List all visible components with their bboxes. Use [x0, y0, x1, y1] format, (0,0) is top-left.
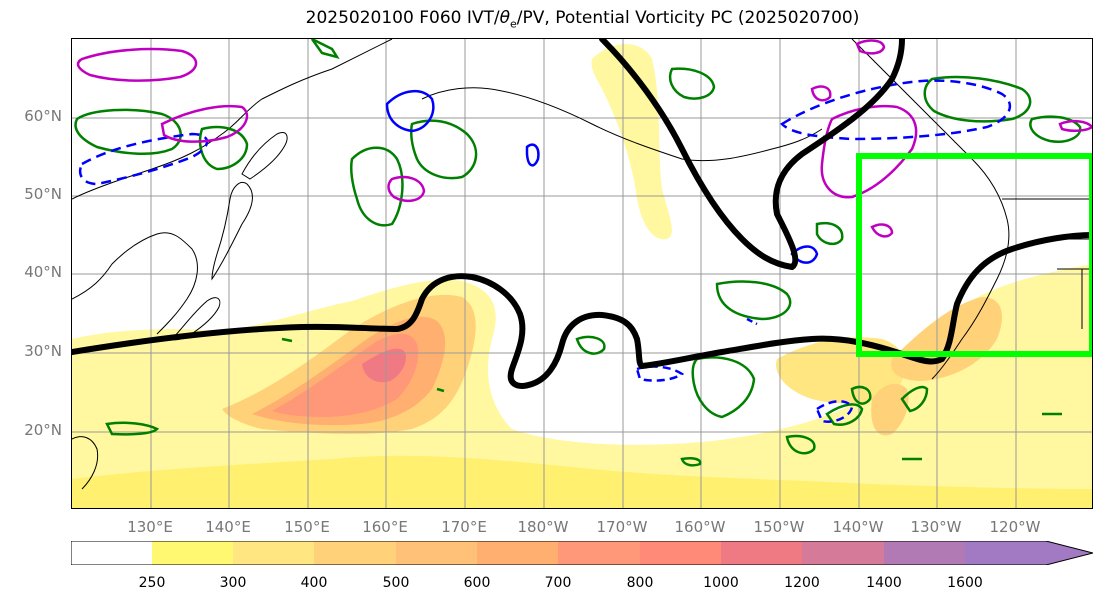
colorbar-bin-2 [233, 541, 314, 565]
colorbar-bin-3 [314, 541, 396, 565]
lon-label-160e: 160°E [362, 518, 408, 536]
colorbar-tick-1200: 1200 [784, 575, 820, 591]
colorbar-bin-9 [802, 541, 884, 565]
lon-label-150w: 150°W [753, 518, 805, 536]
colorbar-bin-8 [721, 541, 802, 565]
lon-label-130w: 130°W [910, 518, 962, 536]
coastlines [72, 39, 1092, 490]
map-svg [72, 39, 1092, 508]
lon-label-150e: 150°E [284, 518, 330, 536]
colorbar-bin-7 [640, 541, 721, 565]
lon-label-140w: 140°W [832, 518, 884, 536]
chart-title: 2025020100 F060 IVT/θe/PV, Potential Vor… [305, 8, 860, 31]
colorbar-bin-4 [396, 541, 477, 565]
colorbar-tick-300: 300 [219, 575, 247, 591]
map-panel [71, 38, 1093, 509]
lon-label-180w: 180°W [517, 518, 569, 536]
colorbar-bin-0 [71, 541, 152, 565]
colorbar-tick-1000: 1000 [703, 575, 739, 591]
lat-label-40n: 40°N [24, 263, 62, 281]
colorbar-tick-1600: 1600 [947, 575, 983, 591]
colorbar-bin-6 [558, 541, 640, 565]
magenta-pv-contours [76, 39, 1092, 238]
lon-label-130e: 130°E [127, 518, 173, 536]
lat-label-60n: 60°N [24, 107, 62, 125]
lon-label-160w: 160°W [674, 518, 726, 536]
colorbar-tick-250: 250 [138, 575, 166, 591]
lon-label-170e: 170°E [441, 518, 487, 536]
lat-label-50n: 50°N [24, 185, 62, 203]
colorbar-tick-600: 600 [463, 575, 491, 591]
colorbar-tick-1400: 1400 [866, 575, 902, 591]
colorbar-tick-700: 700 [544, 575, 572, 591]
colorbar-bin-1 [152, 541, 233, 565]
colorbar-tick-800: 800 [626, 575, 654, 591]
lon-label-140e: 140°E [205, 518, 251, 536]
colorbar [71, 541, 1093, 565]
region-highlight-box [856, 153, 1092, 357]
positive-pv-contours [74, 39, 1082, 467]
lat-label-30n: 30°N [24, 342, 62, 360]
colorbar-bin-5 [477, 541, 558, 565]
lon-label-120w: 120°W [989, 518, 1041, 536]
jet-stream-line [72, 39, 1092, 389]
lat-label-20n: 20°N [24, 421, 62, 439]
colorbar-extend-arrow [965, 541, 1093, 565]
colorbar-tick-400: 400 [300, 575, 328, 591]
lon-label-170w: 170°W [596, 518, 648, 536]
colorbar-bin-10 [884, 541, 965, 565]
colorbar-tick-500: 500 [382, 575, 410, 591]
